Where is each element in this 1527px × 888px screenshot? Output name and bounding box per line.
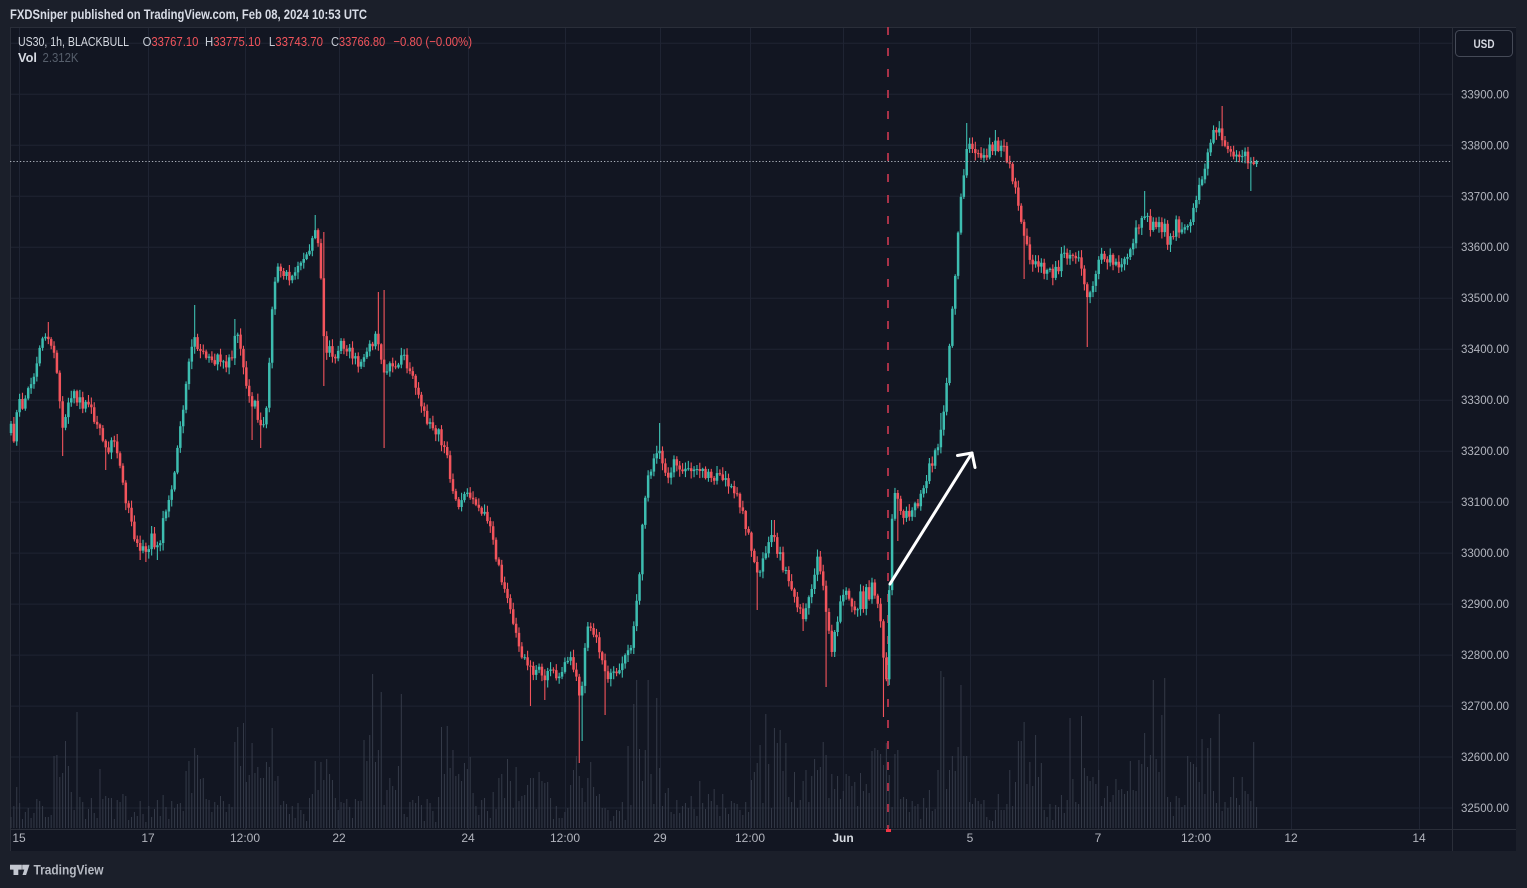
svg-text:32800.00: 32800.00	[1461, 648, 1509, 662]
svg-text:17: 17	[141, 831, 155, 845]
svg-text:32600.00: 32600.00	[1461, 750, 1509, 764]
svg-text:33600.00: 33600.00	[1461, 240, 1509, 254]
svg-text:12:00: 12:00	[1181, 831, 1211, 845]
svg-text:29: 29	[653, 831, 667, 845]
svg-text:24: 24	[461, 831, 475, 845]
svg-text:FXDSniper published on Trading: FXDSniper published on TradingView.com, …	[10, 7, 367, 22]
svg-text:33900.00: 33900.00	[1461, 87, 1509, 101]
svg-text:32900.00: 32900.00	[1461, 597, 1509, 611]
svg-text:USD: USD	[1474, 37, 1495, 51]
svg-text:Jun: Jun	[832, 831, 853, 845]
svg-text:33500.00: 33500.00	[1461, 291, 1509, 305]
svg-text:12:00: 12:00	[550, 831, 580, 845]
svg-text:33400.00: 33400.00	[1461, 342, 1509, 356]
svg-text:33800.00: 33800.00	[1461, 138, 1509, 152]
svg-text:33300.00: 33300.00	[1461, 393, 1509, 407]
svg-text:L33743.70: L33743.70	[269, 34, 323, 49]
svg-text:US30, 1h, BLACKBULL: US30, 1h, BLACKBULL	[18, 34, 129, 49]
svg-text:22: 22	[332, 831, 346, 845]
svg-text:C33766.80: C33766.80	[331, 34, 385, 49]
svg-text:12:00: 12:00	[230, 831, 260, 845]
svg-text:15: 15	[12, 831, 26, 845]
svg-text:33700.00: 33700.00	[1461, 189, 1509, 203]
svg-text:32700.00: 32700.00	[1461, 699, 1509, 713]
svg-text:H33775.10: H33775.10	[205, 34, 261, 49]
svg-text:32500.00: 32500.00	[1461, 801, 1509, 815]
svg-text:O33767.10: O33767.10	[143, 34, 199, 49]
svg-text:−0.80 (−0.00%): −0.80 (−0.00%)	[393, 34, 472, 49]
svg-text:12: 12	[1284, 831, 1298, 845]
svg-text:14: 14	[1412, 831, 1426, 845]
svg-text:7: 7	[1095, 831, 1102, 845]
svg-text:33100.00: 33100.00	[1461, 495, 1509, 509]
svg-text:5: 5	[967, 831, 974, 845]
svg-text:33200.00: 33200.00	[1461, 444, 1509, 458]
svg-text:Vol: Vol	[18, 51, 37, 65]
svg-text:TradingView: TradingView	[34, 863, 104, 878]
svg-text:12:00: 12:00	[735, 831, 765, 845]
svg-text:33000.00: 33000.00	[1461, 546, 1509, 560]
svg-text:2.312K: 2.312K	[43, 51, 80, 65]
